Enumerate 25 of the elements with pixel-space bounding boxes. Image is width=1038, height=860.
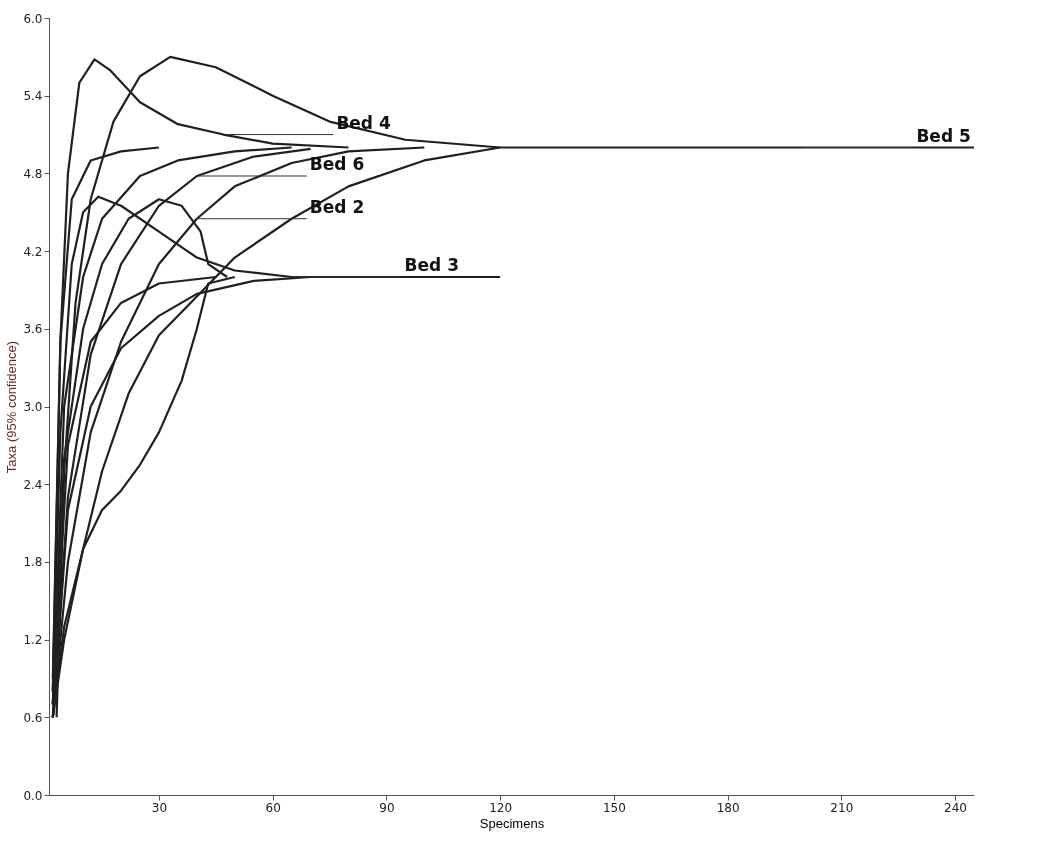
y-tick-label: 2.4 (23, 477, 43, 492)
x-tick-label: 150 (602, 800, 626, 815)
x-tick-label: 210 (830, 800, 854, 815)
x-tick-label: 180 (716, 800, 740, 815)
y-tick-label: 1.2 (23, 633, 43, 648)
x-tick-label: 60 (265, 800, 281, 815)
x-tick-label: 120 (489, 800, 513, 815)
y-tick-label: 3.0 (23, 400, 43, 414)
y-tick-label: 5.4 (23, 89, 43, 104)
y-tick-label: 1.8 (23, 555, 43, 570)
y-tick-label: 0.0 (23, 788, 43, 803)
annotation: Bed 2 (309, 196, 365, 217)
y-tick-label: 4.2 (23, 244, 43, 259)
x-tick-label: 240 (944, 800, 967, 815)
annotation: Bed 6 (309, 153, 365, 174)
y-tick-label: 6.0 (23, 11, 43, 26)
x-tick-label: 30 (151, 800, 168, 815)
y-tick-label: 3.6 (23, 322, 43, 337)
annotation: Bed 3 (404, 255, 460, 275)
annotation: Bed 5 (916, 125, 971, 146)
x-tick-label: 90 (379, 800, 395, 815)
y-tick-label: 0.6 (23, 710, 43, 725)
y-axis-title: Taxa (95% confidence) (4, 340, 20, 474)
y-tick-label: 4.8 (23, 166, 43, 181)
x-axis-title: Specimens (479, 815, 545, 831)
